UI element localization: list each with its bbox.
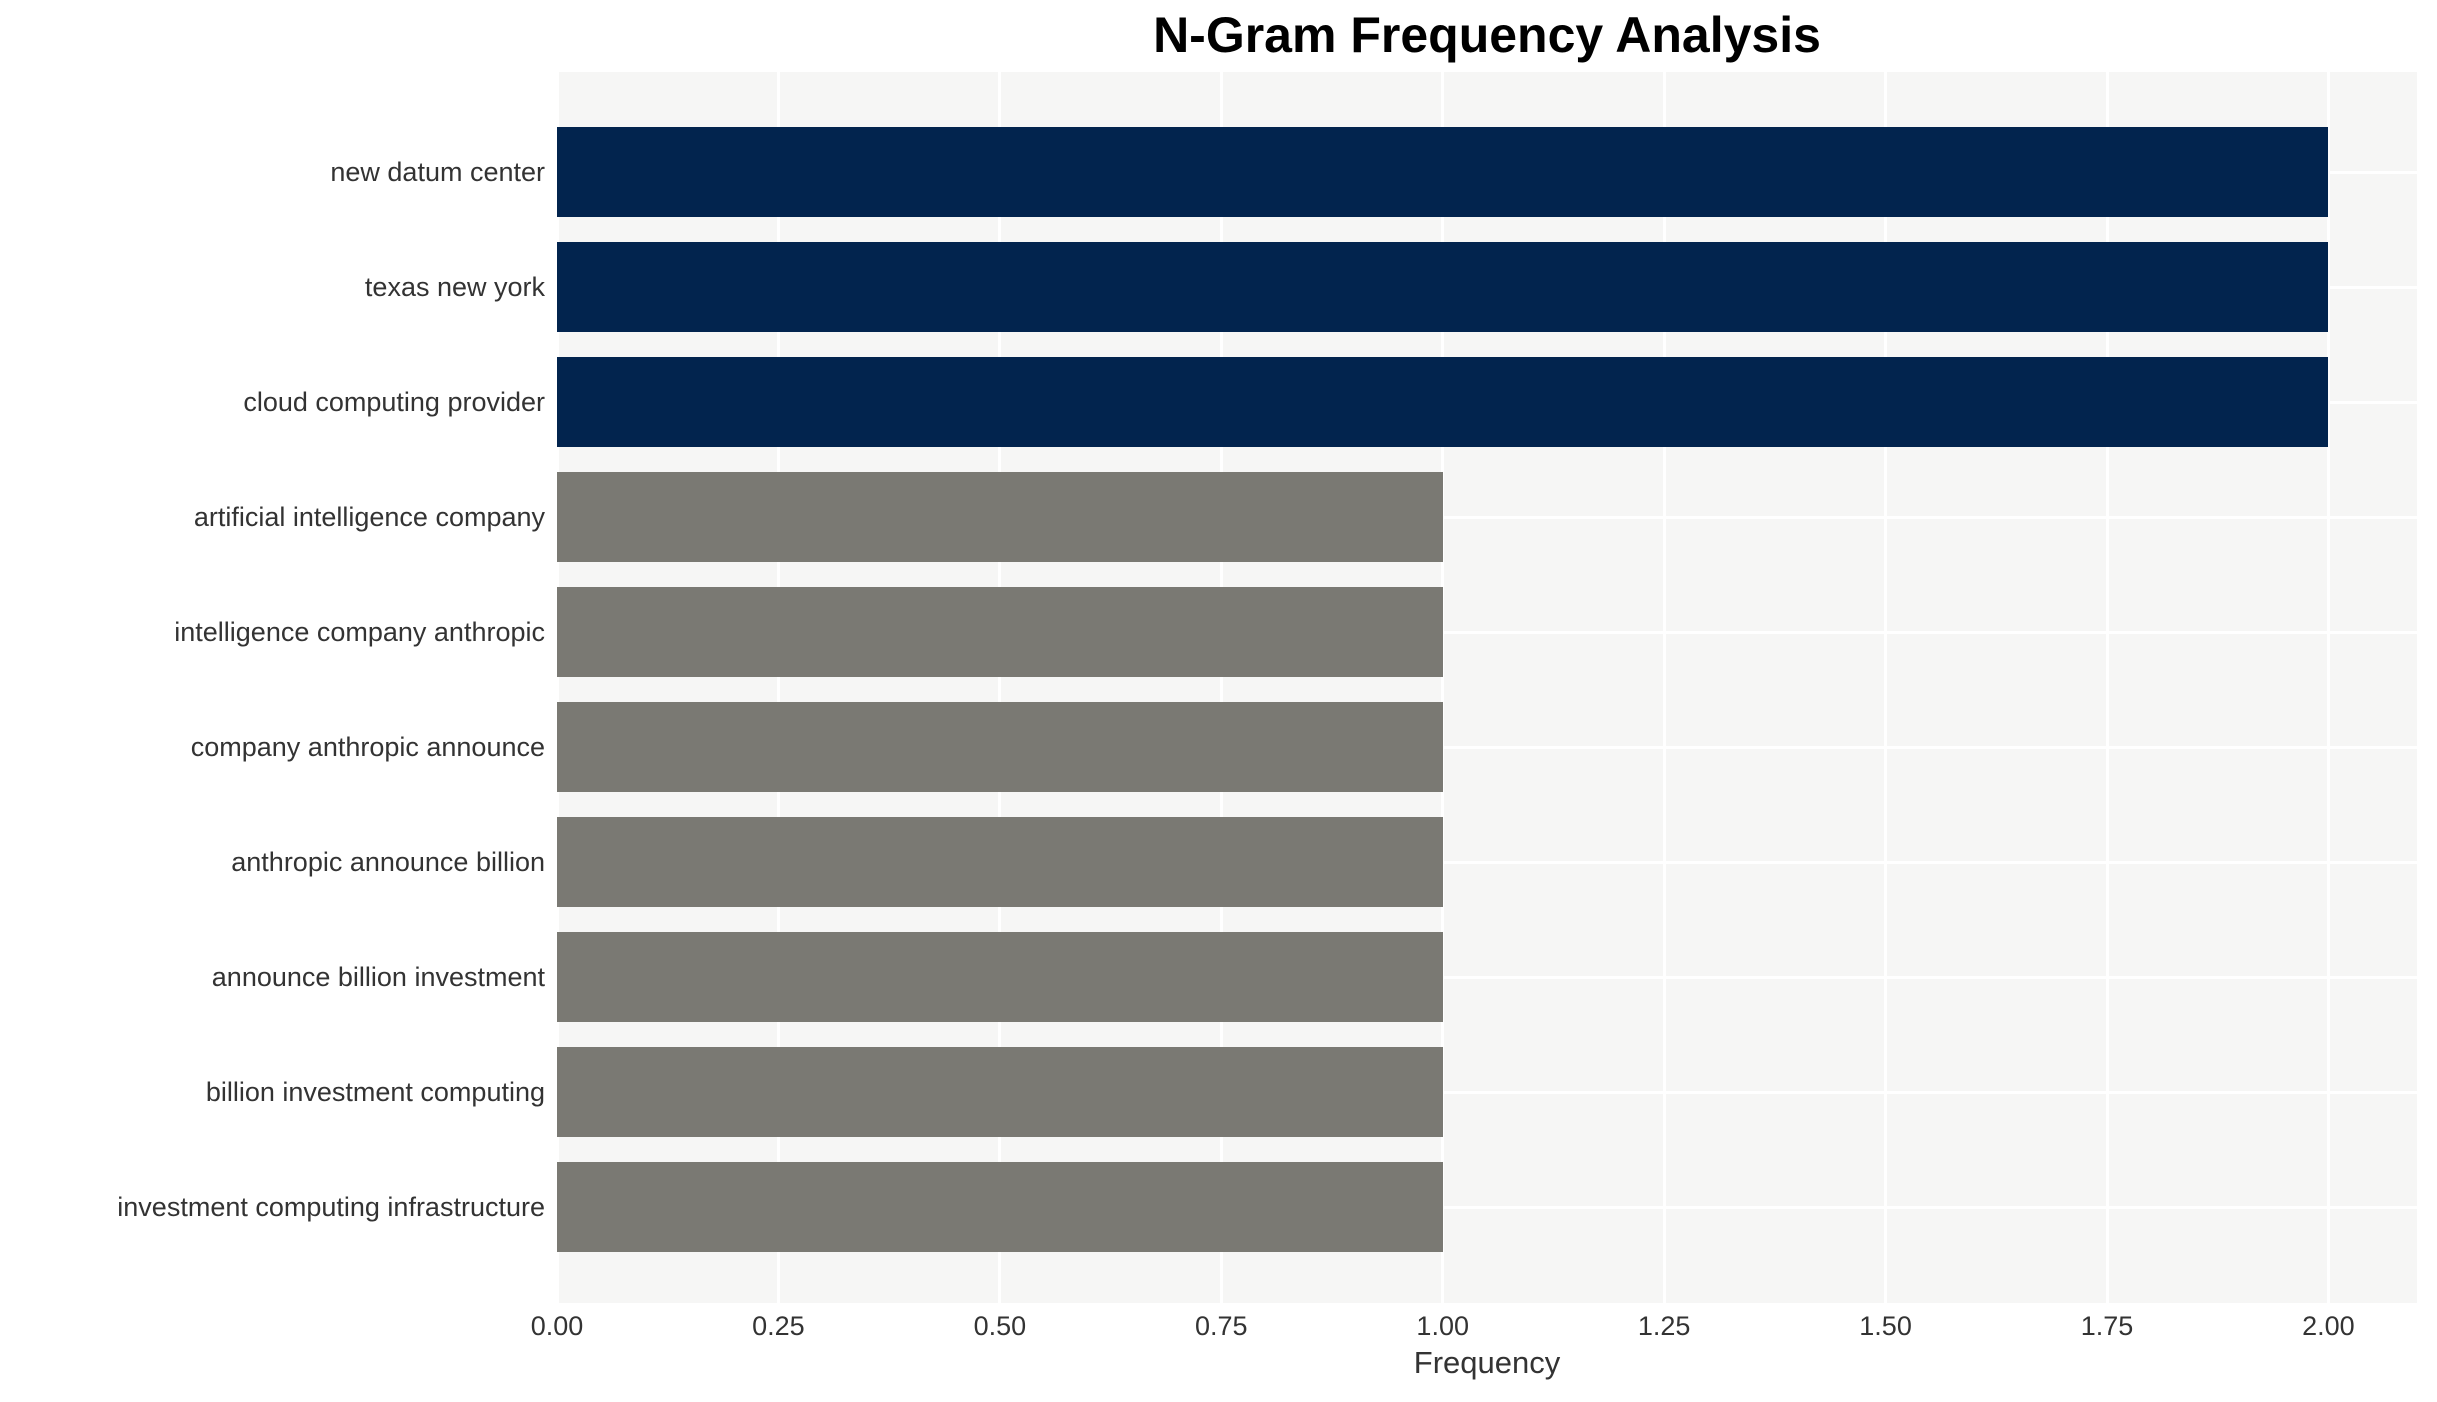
bar-anthropic-announce-billion bbox=[557, 817, 1443, 907]
y-tick-label: intelligence company anthropic bbox=[174, 617, 545, 647]
y-tick-label: billion investment computing bbox=[205, 1077, 545, 1107]
bar-announce-billion-investment bbox=[557, 932, 1443, 1022]
y-tick-label: texas new york bbox=[364, 272, 545, 302]
bar-company-anthropic-announce bbox=[557, 702, 1443, 792]
x-gridline bbox=[2105, 72, 2109, 1303]
bar-texas-new-york bbox=[557, 242, 2329, 332]
y-tick-label: announce billion investment bbox=[211, 962, 545, 992]
y-gridline bbox=[557, 515, 2417, 519]
x-gridline bbox=[776, 72, 780, 1303]
bar-intelligence-company-anthropic bbox=[557, 587, 1443, 677]
x-gridline bbox=[1441, 72, 1445, 1303]
chart-title: N-Gram Frequency Analysis bbox=[1153, 7, 1821, 63]
x-tick-label: 1.50 bbox=[1859, 1311, 1912, 1341]
x-tick-label: 2.00 bbox=[2302, 1311, 2355, 1341]
bar-billion-investment-computing bbox=[557, 1047, 1443, 1137]
x-tick-label: 0.50 bbox=[973, 1311, 1027, 1341]
x-gridline bbox=[998, 72, 1002, 1303]
bar-new-datum-center bbox=[557, 127, 2329, 217]
x-gridline bbox=[1884, 72, 1888, 1303]
x-tick-label: 0.00 bbox=[530, 1311, 584, 1341]
y-tick-label: company anthropic announce bbox=[190, 732, 545, 762]
x-axis-label: Frequency bbox=[1413, 1345, 1561, 1380]
x-tick-label: 0.25 bbox=[752, 1311, 805, 1341]
x-tick-label: 0.75 bbox=[1195, 1311, 1248, 1341]
y-tick-label: investment computing infrastructure bbox=[117, 1192, 545, 1222]
bar-artificial-intelligence-company bbox=[557, 472, 1443, 562]
y-gridline bbox=[557, 860, 2417, 864]
y-tick-label: cloud computing provider bbox=[243, 387, 545, 417]
y-gridline bbox=[557, 1205, 2417, 1209]
plot-area bbox=[555, 72, 2417, 1303]
bar-investment-computing-infrastructure bbox=[557, 1162, 1443, 1252]
x-gridline bbox=[555, 72, 559, 1303]
y-tick-label: anthropic announce billion bbox=[231, 847, 545, 877]
x-gridline bbox=[1662, 72, 1666, 1303]
bar-cloud-computing-provider bbox=[557, 357, 2329, 447]
y-gridline bbox=[557, 975, 2417, 979]
y-gridline bbox=[557, 745, 2417, 749]
y-tick-label: new datum center bbox=[330, 157, 545, 187]
x-gridline bbox=[2326, 72, 2330, 1303]
y-gridline bbox=[557, 630, 2417, 634]
x-gridline bbox=[1219, 72, 1223, 1303]
y-gridline bbox=[557, 1090, 2417, 1094]
x-tick-label: 1.00 bbox=[1416, 1311, 1469, 1341]
y-tick-label: artificial intelligence company bbox=[193, 502, 545, 532]
x-tick-label: 1.75 bbox=[2080, 1311, 2134, 1341]
x-tick-label: 1.25 bbox=[1637, 1311, 1691, 1341]
